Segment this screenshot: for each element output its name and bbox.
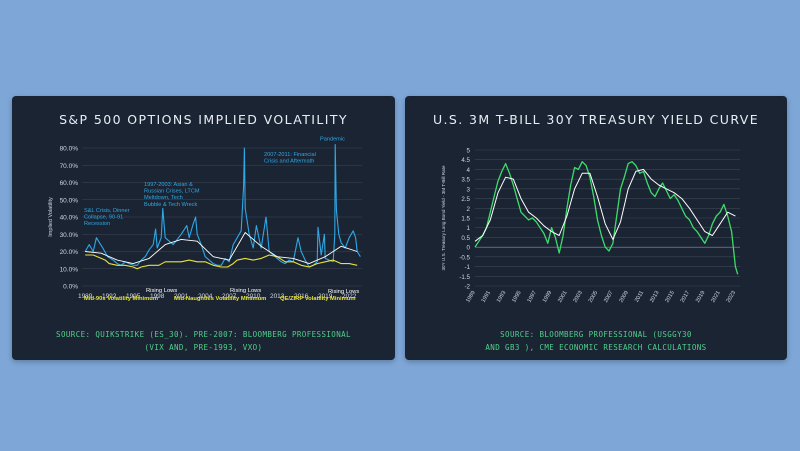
yield-x-tick-label: 2021: [710, 290, 721, 304]
volatility-x-tick-label: 1992: [102, 293, 117, 300]
yield-x-tick-label: 1989: [465, 290, 476, 304]
yield-x-tick-label: 1997: [527, 290, 538, 304]
yield-y-tick-label: 3: [467, 186, 471, 193]
volatility-annotation-rising-lows-1: Rising Lows: [146, 288, 177, 294]
yield-x-tick-label: 2013: [649, 290, 660, 304]
volatility-chart: 0.0% 10.0% 20.0% 30.0% 40.0% 50.0% 60.0% 70.0% 8…: [48, 136, 362, 302]
yield-curve-chart: -2 -1.5 -1 -0.5 0 0.5 1 1.5 2 2.5 3 3.5 4 4.5 5 1989 199…: [441, 148, 740, 304]
yield-y-tick-label: 4.5: [461, 157, 470, 164]
volatility-annotation-mid90s-minimum: Mid-90s Volatility Minimum: [84, 296, 158, 302]
volatility-chart-title: S&P 500 OPTIONS IMPLIED VOLATILITY: [59, 112, 348, 127]
volatility-x-tick-label: 1995: [126, 293, 141, 300]
yield-y-tick-label: -0.5: [459, 254, 470, 261]
yield-y-tick-label: -2: [464, 284, 470, 291]
yield-series-green: [474, 161, 739, 275]
yield-x-tick-label: 1993: [496, 290, 507, 304]
yield-x-tick-label: 2019: [695, 290, 706, 304]
volatility-annotation-1997-2003: 1997-2003: Asian & Russian Crises, LTCM Me…: [144, 182, 200, 208]
yield-y-tick-label: 2.5: [461, 196, 470, 203]
yield-x-tick-label: 1995: [511, 290, 522, 304]
yield-y-tick-label: 1: [467, 225, 471, 232]
yield-x-tick-label: 2007: [603, 290, 614, 304]
yield-y-tick-label: 3.5: [461, 177, 470, 184]
yield-curve-source-line-1: SOURCE: BLOOMBERG PROFESSIONAL (USGGY30: [500, 330, 692, 339]
volatility-annotation-mid-naughties-minimum: Mid-Naughties Volatility Minimum: [174, 296, 266, 302]
volatility-annotation-rising-lows-2: Rising Lows: [230, 288, 261, 294]
volatility-x-tick-label: 2013: [270, 293, 285, 300]
volatility-trend-white: [85, 232, 358, 265]
volatility-y-tick-label: 10.0%: [60, 266, 79, 273]
yield-y-tick-label: 1.5: [461, 216, 470, 223]
volatility-annotation-covid: Covid-19Pandemic: [320, 136, 345, 143]
yield-y-axis-label: 30Y U.S. Treasury Long Bond Yield - 3M T…: [441, 165, 446, 270]
yield-x-tick-label: 2015: [664, 290, 675, 304]
yield-curve-chart-title: U.S. 3M T-BILL 30Y TREASURY YIELD CURVE: [432, 112, 759, 127]
volatility-x-tick-label: 2010: [246, 293, 261, 300]
volatility-y-tick-label: 50.0%: [60, 197, 79, 204]
yield-x-tick-label: 1999: [542, 290, 553, 304]
yield-x-tick-label: 2017: [680, 290, 691, 304]
volatility-y-tick-label: 40.0%: [60, 215, 79, 222]
volatility-x-tick-label: 1989: [78, 293, 93, 300]
volatility-x-tick-label: 1998: [150, 293, 165, 300]
yield-y-tick-label: 0: [467, 245, 471, 252]
volatility-annotation-rising-lows-3: Rising Lows: [328, 289, 359, 295]
volatility-source-line-1: SOURCE: QUIKSTRIKE (ES_30). PRE-2007: BL…: [56, 330, 351, 339]
yield-y-tick-label: 2: [467, 206, 471, 213]
yield-y-tick-label: -1.5: [459, 274, 470, 281]
volatility-x-tick-label: 2019: [318, 293, 333, 300]
volatility-chart-panel: S&P 500 OPTIONS IMPLIED VOLATILITY 0.0% 1…: [12, 96, 395, 360]
volatility-x-tick-label: 2001: [174, 293, 189, 300]
volatility-x-tick-label: 2022: [342, 293, 357, 300]
yield-x-tick-label: 2023: [726, 290, 737, 304]
volatility-y-tick-label: 30.0%: [60, 232, 79, 239]
volatility-y-tick-label: 60.0%: [60, 180, 79, 187]
yield-x-tick-label: 2011: [634, 290, 645, 303]
yield-y-tick-label: 0.5: [461, 235, 470, 242]
volatility-y-tick-label: 0.0%: [63, 284, 78, 291]
volatility-y-tick-label: 20.0%: [60, 249, 79, 256]
volatility-annotation-1990s-crisis: S&L Crisis, Dinner Collapse, 90-91 Recessi…: [84, 208, 130, 227]
volatility-series-blue: [84, 144, 361, 268]
volatility-series-yellow: [85, 254, 358, 270]
volatility-y-tick-label: 80.0%: [60, 146, 79, 153]
volatility-x-tick-label: 2016: [294, 293, 309, 300]
yield-x-tick-label: 2009: [618, 290, 629, 304]
volatility-source-line-2: (VIX AND, PRE-1993, VXO): [144, 343, 263, 352]
volatility-x-tick-label: 2004: [198, 293, 213, 300]
yield-y-tick-label: 4: [467, 167, 471, 174]
volatility-y-tick-label: 70.0%: [60, 163, 79, 170]
yield-trend-white: [474, 168, 736, 242]
yield-curve-chart-panel: U.S. 3M T-BILL 30Y TREASURY YIELD CURVE …: [405, 96, 787, 360]
yield-x-tick-label: 2005: [588, 290, 599, 304]
yield-y-tick-label: 5: [467, 148, 471, 155]
yield-x-tick-label: 1991: [481, 290, 492, 304]
volatility-annotation-2007-2011: 2007-2011: Financial Crisis and Aftermath: [264, 152, 316, 165]
yield-curve-source-line-2: AND GB3 ), CME ECONOMIC RESEARCH CALCULA…: [485, 343, 707, 352]
volatility-annotation-qe-zirp-minimum: QE/ZIRP Volatility Minimum: [280, 296, 355, 302]
yield-y-tick-label: -1: [464, 264, 470, 271]
volatility-x-tick-label: 2007: [222, 293, 237, 300]
yield-x-tick-label: 2003: [573, 290, 584, 304]
yield-x-tick-label: 2001: [557, 290, 568, 304]
volatility-y-axis-label: Implied Volatility: [48, 197, 54, 237]
